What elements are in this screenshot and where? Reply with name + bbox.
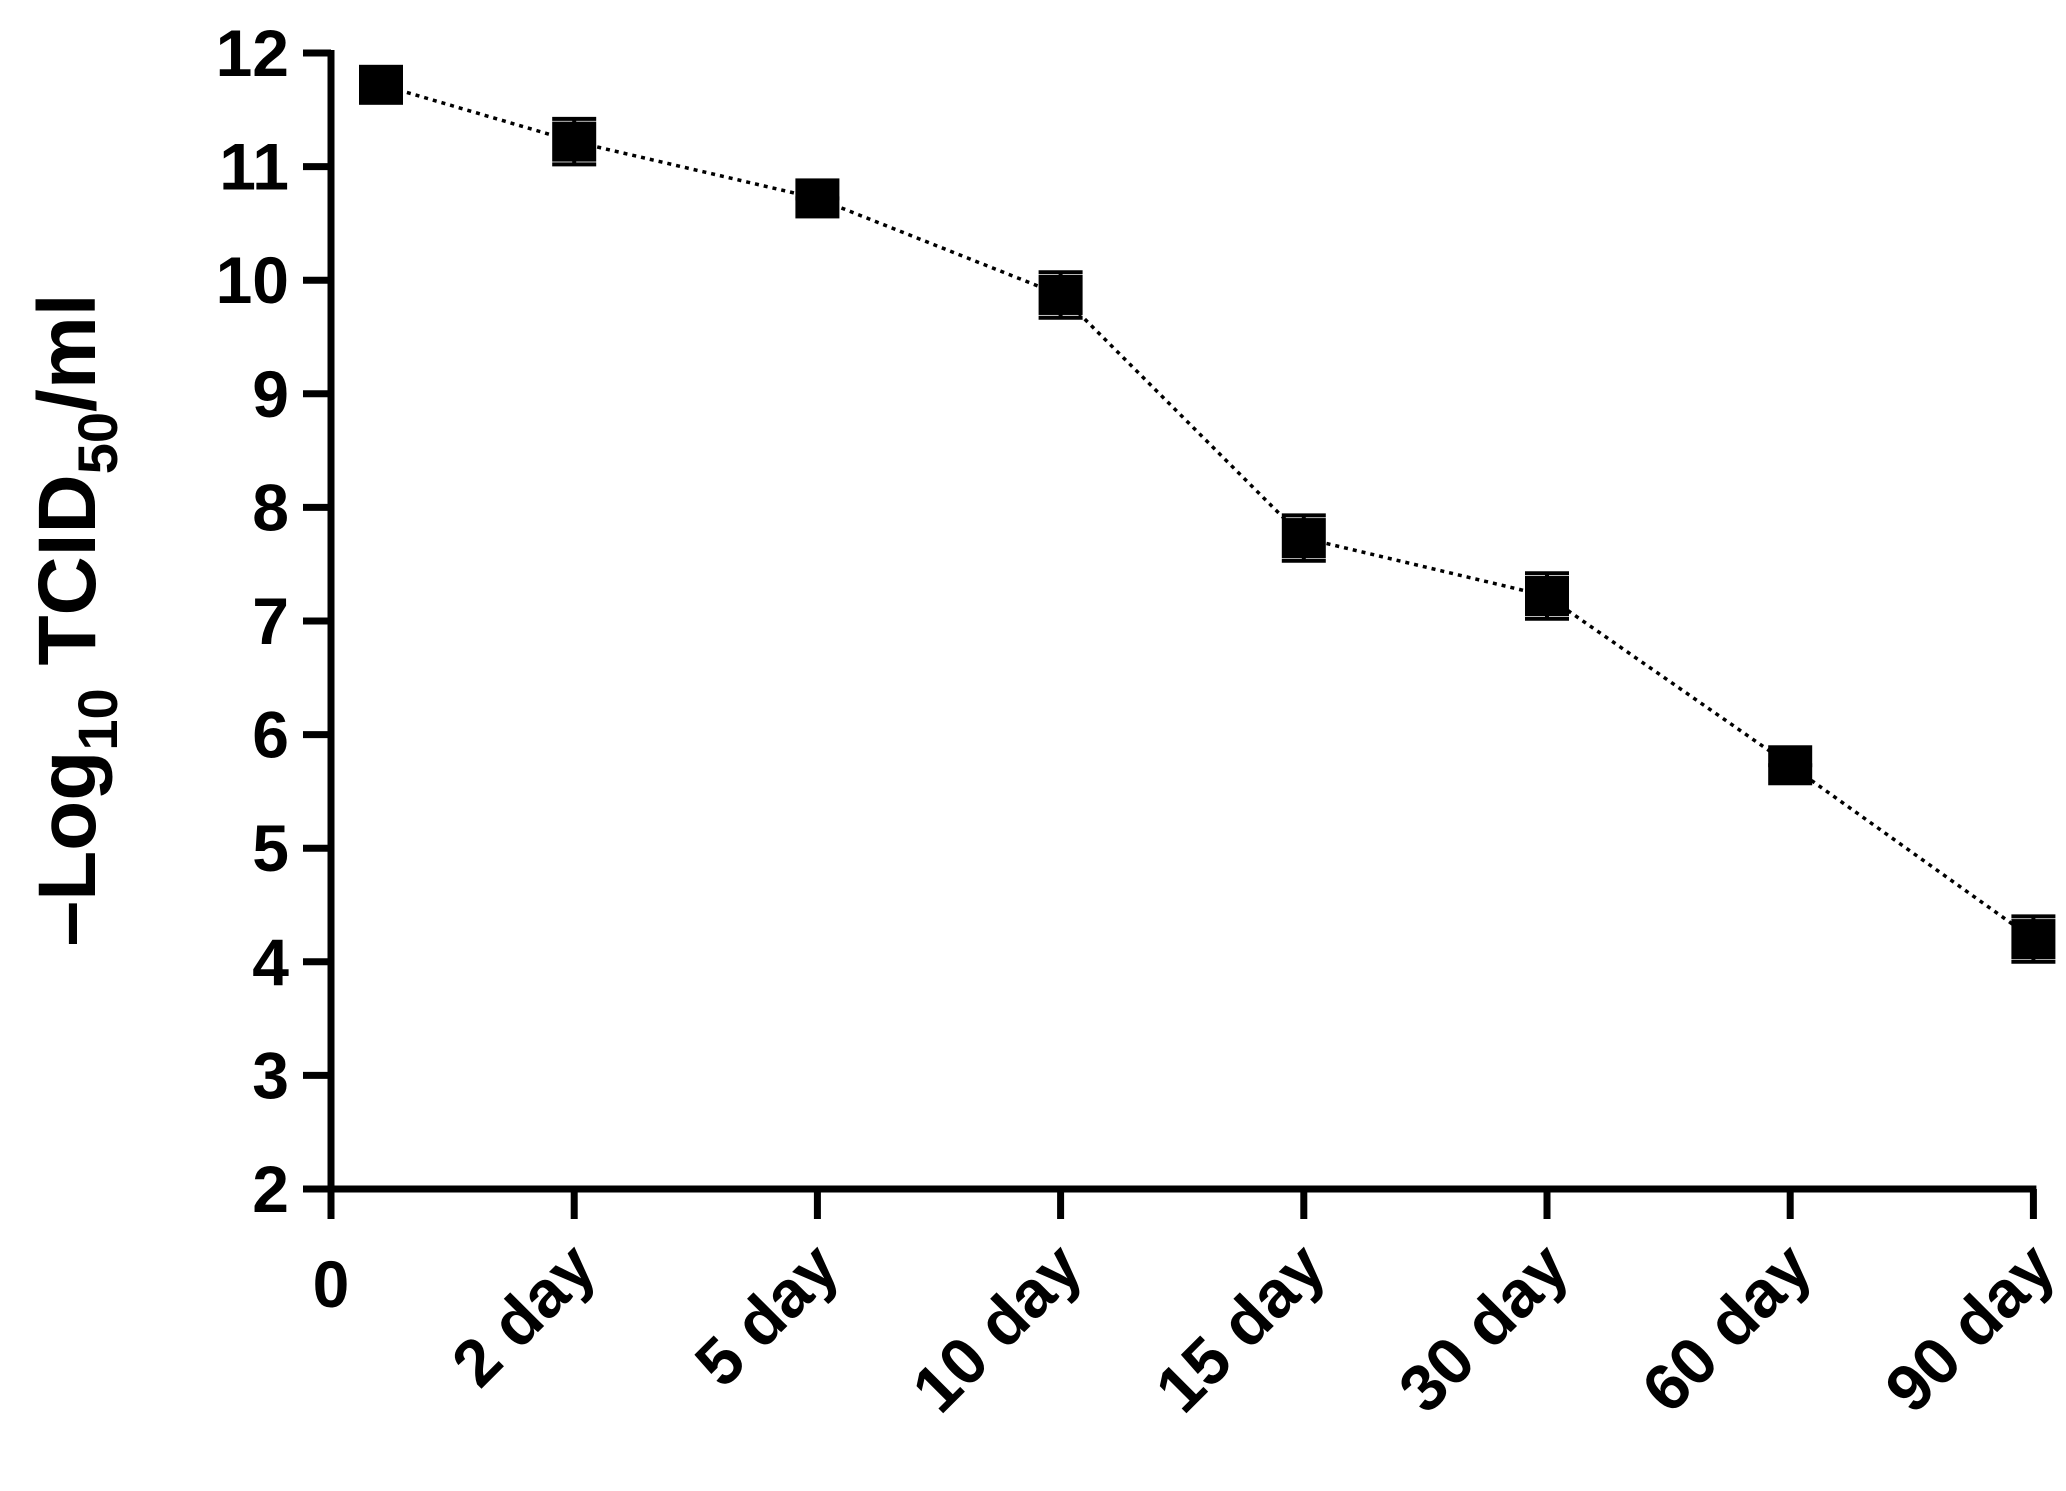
y-label-sub: 10 <box>66 688 129 750</box>
x-tick-label: 0 <box>313 1247 350 1321</box>
data-line <box>380 83 2035 941</box>
x-tick-label: 60 day <box>1627 1228 1825 1426</box>
y-tick-label: 5 <box>252 811 289 885</box>
x-tick-label: 2 day <box>437 1228 609 1400</box>
marker <box>359 64 403 105</box>
y-tick-label: 7 <box>252 584 289 658</box>
y-tick-label: 8 <box>252 470 289 544</box>
y-axis-label: –Log10 TCID50/ml <box>22 293 129 946</box>
y-tick-label: 10 <box>216 243 289 317</box>
y-tick-label: 9 <box>252 357 289 431</box>
y-tick-label: 11 <box>219 130 289 204</box>
y-tick-label: 3 <box>252 1038 289 1112</box>
marker <box>1038 274 1083 315</box>
marker <box>2011 919 2056 960</box>
marker <box>552 121 597 162</box>
x-tick-label: 10 day <box>898 1228 1096 1426</box>
y-tick-label: 6 <box>252 698 289 772</box>
y-label-part: TCID <box>22 474 113 688</box>
y-tick-label: 12 <box>216 16 289 90</box>
y-tick-label: 4 <box>252 925 289 999</box>
y-tick-label: 2 <box>252 1152 289 1226</box>
x-tick-label: 90 day <box>1871 1228 2066 1426</box>
marker <box>1525 576 1569 617</box>
x-tick-label: 30 day <box>1384 1228 1582 1426</box>
x-tick-label: 15 day <box>1141 1228 1339 1426</box>
y-label-part: –Log <box>22 751 113 947</box>
marker <box>1768 745 1813 786</box>
y-label-part: /ml <box>22 293 113 411</box>
x-tick-label: 5 day <box>681 1228 853 1400</box>
y-label-sub: 50 <box>66 412 129 474</box>
marker <box>795 178 840 219</box>
marker <box>1281 518 1326 559</box>
